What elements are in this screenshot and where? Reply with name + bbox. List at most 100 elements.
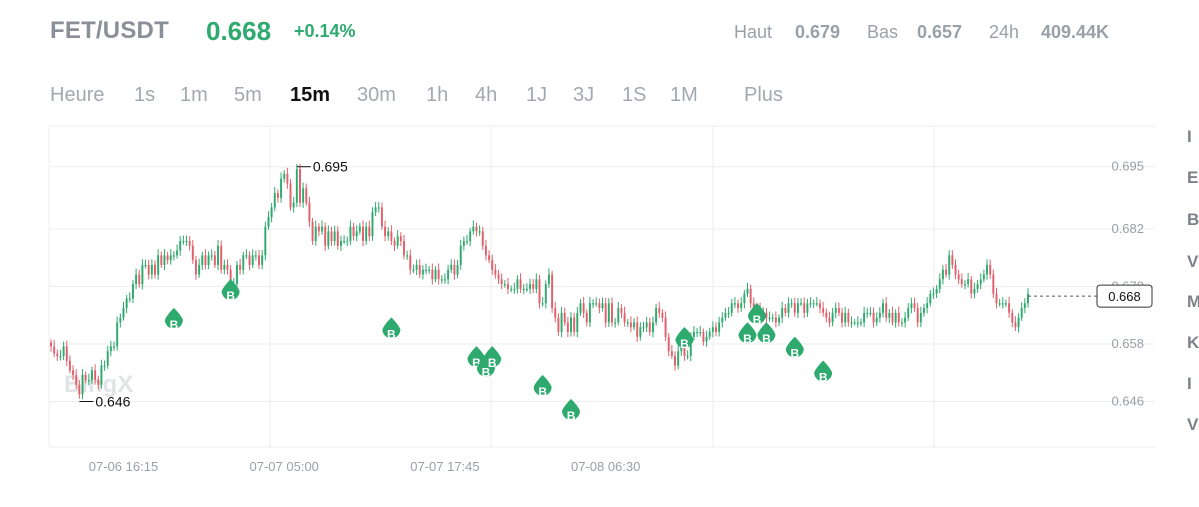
candle-body: [355, 231, 358, 237]
edge-menu-letter[interactable]: V: [1187, 252, 1199, 271]
candle-body: [295, 169, 298, 203]
candle-body: [859, 322, 862, 324]
tab-5m[interactable]: 5m: [234, 84, 262, 106]
candle-body: [765, 312, 768, 318]
candle-body: [75, 375, 78, 385]
candle-body: [963, 284, 966, 286]
candle-body: [793, 303, 796, 313]
candle-body: [614, 322, 617, 324]
candle-body: [573, 317, 576, 333]
tab-15m[interactable]: 15m: [290, 84, 331, 106]
candle-body: [689, 336, 692, 356]
candle-body: [56, 353, 59, 356]
candle-body: [131, 284, 134, 299]
candle-body: [639, 327, 642, 337]
edge-menu-letter[interactable]: I: [1187, 374, 1192, 393]
candle-body: [384, 226, 387, 237]
edge-menu-letter[interactable]: V: [1187, 415, 1199, 434]
buy-marker-label: B: [762, 332, 771, 346]
edge-menu-letter[interactable]: E: [1187, 168, 1199, 187]
candle-body: [715, 327, 717, 333]
candle-body: [150, 264, 153, 275]
candle-body: [954, 264, 957, 275]
candle-body: [692, 332, 695, 337]
candle-body: [696, 332, 699, 334]
candle-body: [658, 308, 661, 313]
candle-body: [210, 255, 213, 257]
buy-marker-pin: [738, 322, 757, 344]
last-price: 0.668: [206, 16, 272, 46]
candle-body: [235, 264, 238, 285]
y-tick-label: 0.682: [1111, 221, 1144, 236]
edge-menu-letter[interactable]: K: [1187, 333, 1199, 352]
candle-body: [642, 327, 645, 329]
tab-1j[interactable]: 1J: [526, 84, 548, 106]
candle-body: [425, 269, 428, 271]
tab-heure[interactable]: Heure: [50, 84, 105, 106]
tab-4h[interactable]: 4h: [475, 84, 498, 106]
candle-body: [929, 293, 932, 304]
x-tick-label: 07-08 06:30: [571, 459, 640, 474]
max-annotation-label: 0.695: [313, 159, 348, 175]
pair-title[interactable]: FET/USDT: [50, 17, 169, 44]
candle-body: [787, 303, 790, 313]
candle-body: [891, 312, 894, 323]
buy-marker-pin: [533, 374, 552, 396]
candle-body: [450, 264, 453, 270]
x-tick-label: 07-07 17:45: [410, 459, 479, 474]
candle-body: [141, 264, 144, 285]
candle-body: [160, 255, 163, 265]
candle-body: [806, 303, 809, 313]
edge-menu-letter[interactable]: M: [1187, 292, 1199, 311]
candle-body: [81, 375, 84, 395]
candle-body: [409, 255, 412, 270]
min-annotation-label: 0.646: [95, 393, 130, 409]
buy-marker-pin: [747, 303, 766, 325]
candle-body: [875, 317, 878, 323]
candle-body: [850, 322, 853, 324]
candle-body: [207, 255, 210, 265]
buy-marker-label: B: [226, 289, 235, 303]
candle-body: [273, 193, 276, 208]
candle-body: [336, 231, 339, 246]
candle-body: [68, 360, 71, 371]
edge-menu-letter[interactable]: I: [1187, 127, 1192, 146]
candle-body: [841, 312, 844, 323]
tab-1m-month[interactable]: 1M: [670, 84, 698, 106]
candle-body: [869, 312, 872, 315]
candle-body: [822, 308, 825, 313]
candle-body: [507, 284, 509, 289]
tab-30m[interactable]: 30m: [357, 84, 396, 106]
candle-body: [749, 288, 752, 304]
tab-1s[interactable]: 1s: [134, 84, 156, 106]
candle-body: [198, 264, 201, 275]
candle-body: [655, 308, 658, 323]
candle-body: [910, 303, 913, 309]
buy-marker-pin: [785, 336, 804, 358]
candle-body: [919, 312, 922, 323]
candle-body: [557, 317, 560, 333]
candle-body: [289, 183, 292, 208]
chart-grid: [48, 125, 1155, 448]
candle-body: [109, 346, 112, 352]
candle-body: [951, 255, 954, 265]
edge-menu-letter[interactable]: B: [1187, 210, 1199, 229]
candle-body: [217, 245, 220, 265]
candle-body: [314, 226, 317, 241]
candle-body: [878, 312, 881, 318]
candle-body: [276, 193, 279, 198]
candle-body: [1004, 303, 1007, 305]
tab-1m[interactable]: 1m: [180, 84, 208, 106]
candle-body: [311, 221, 314, 241]
candle-body: [339, 240, 342, 246]
tab-1s-week[interactable]: 1S: [622, 84, 647, 106]
candle-body: [286, 173, 289, 184]
tab-plus[interactable]: Plus: [744, 84, 783, 106]
candle-body: [604, 303, 607, 323]
buy-marker: B: [814, 360, 833, 385]
tab-1h[interactable]: 1h: [426, 84, 449, 106]
candle-body: [399, 236, 402, 241]
tab-3j[interactable]: 3J: [573, 84, 595, 106]
candle-body: [154, 264, 156, 275]
